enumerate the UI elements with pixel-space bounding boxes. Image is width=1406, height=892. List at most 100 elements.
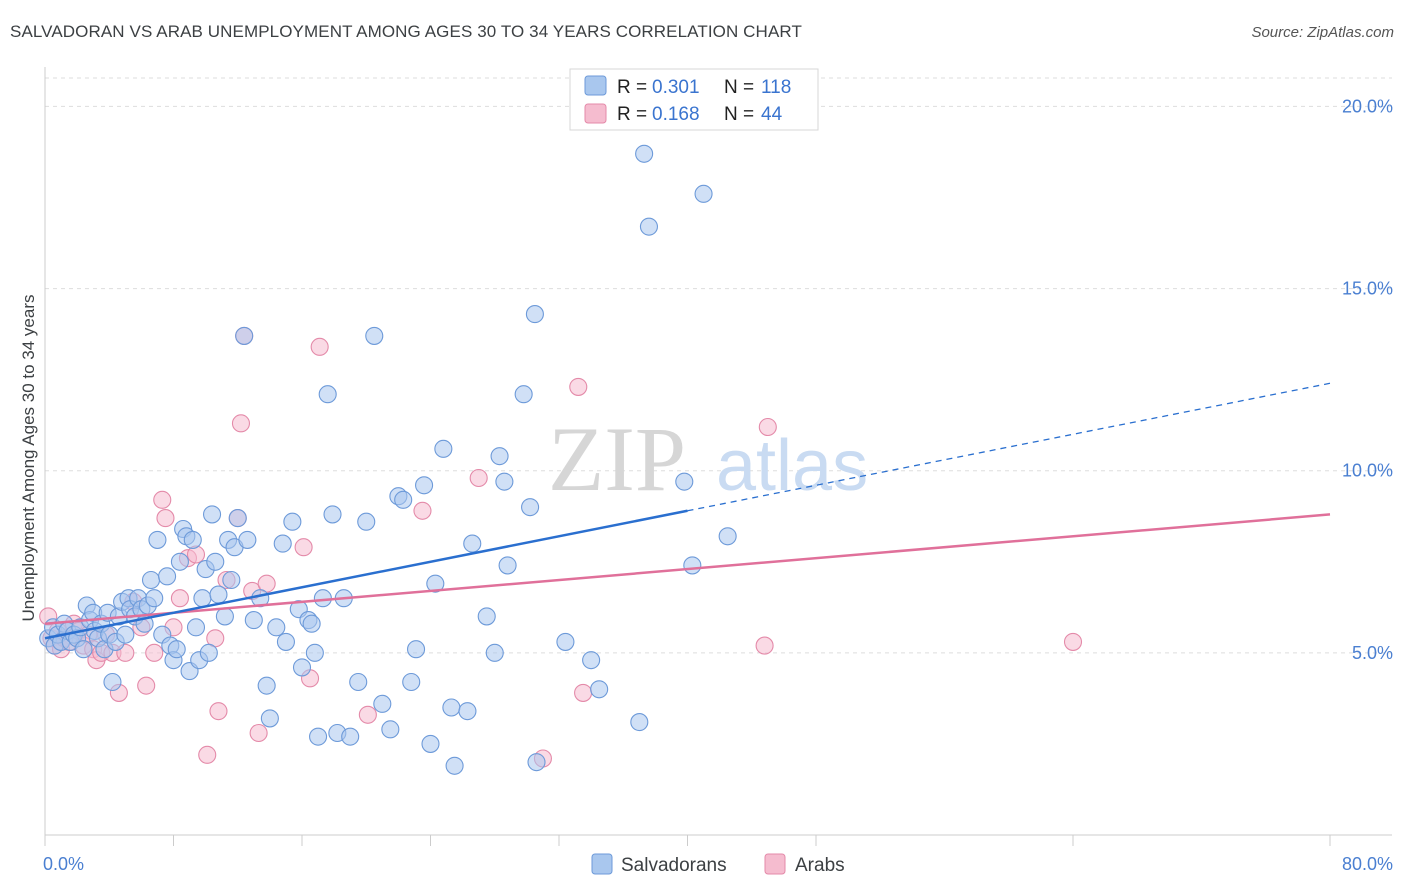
series-legend: Salvadorans Arabs	[591, 853, 845, 876]
salvadoran-point-96	[458, 702, 477, 721]
legend-r-label-1: R =	[617, 77, 647, 98]
bottom-legend-arabs: Arabs	[795, 855, 845, 876]
legend-r-value-2: 0.168	[652, 104, 700, 125]
legend-box	[569, 68, 819, 131]
salvadoran-point-35	[148, 530, 167, 549]
salvadoran-point-59	[235, 326, 254, 345]
salvadoran-point-103	[514, 385, 533, 404]
salvadoran-point-56	[222, 570, 241, 590]
correlation-legend: R = 0.301 N = 118 R = 0.168 N = 44	[569, 68, 819, 131]
salvadoran-point-53	[209, 585, 228, 604]
arab-point-41	[358, 705, 377, 724]
arab-point-49	[1063, 632, 1083, 651]
salvadoran-point-91	[421, 734, 440, 753]
salvadoran-point-87	[394, 490, 413, 509]
legend-n-value-2: 44	[761, 104, 783, 125]
bottom-swatch-arabs	[764, 853, 786, 875]
salvadoran-point-67	[276, 632, 295, 651]
salvadoran-point-115	[694, 184, 713, 203]
arab-point-36	[249, 723, 268, 743]
y-tick-label-3: 20.0%	[1342, 96, 1393, 116]
salvadoran-point-92	[426, 574, 445, 593]
bottom-swatch-salvadorans	[591, 853, 613, 875]
salvadoran-point-88	[402, 672, 421, 692]
x-tick-label-max: 80.0%	[1342, 854, 1393, 874]
salvadoran-point-98	[477, 607, 496, 626]
y-axis-label: Unemployment Among Ages 30 to 34 years	[19, 295, 38, 622]
salvadoran-point-72	[302, 614, 321, 633]
salvadoran-point-41	[170, 552, 189, 571]
salvadoran-point-25	[116, 625, 135, 644]
salvadoran-point-82	[357, 512, 376, 531]
arab-point-47	[755, 636, 774, 655]
salvadoran-point-66	[273, 534, 292, 553]
salvadoran-trend-line	[44, 509, 688, 640]
salvadoran-point-51	[203, 505, 222, 524]
salvadoran-point-76	[318, 385, 337, 404]
y-tick-label-2: 15.0%	[1342, 279, 1393, 299]
arab-point-38	[294, 538, 313, 557]
salvadoran-point-102	[498, 556, 517, 575]
salvadoran-point-75	[313, 589, 332, 608]
salvadoran-point-60	[238, 530, 257, 549]
salvadoran-point-114	[683, 556, 702, 575]
salvadoran-point-46	[186, 618, 206, 637]
salvadoran-point-106	[527, 753, 546, 772]
salvadoran-point-33	[141, 570, 161, 590]
y-tick-label-0: 5.0%	[1352, 643, 1393, 663]
salvadoran-point-80	[341, 727, 360, 746]
salvadoran-point-81	[349, 672, 368, 692]
salvadoran-point-108	[582, 651, 601, 670]
salvadoran-point-11	[74, 640, 93, 659]
legend-r-label-2: R =	[617, 104, 647, 125]
arab-point-30	[209, 702, 228, 721]
salvadoran-point-107	[556, 632, 575, 651]
salvadoran-point-52	[206, 552, 225, 571]
y-tick-label-1: 10.0%	[1342, 461, 1393, 481]
salvadoran-point-101	[495, 472, 514, 491]
salvadoran-point-99	[485, 643, 504, 662]
arab-point-25	[170, 589, 189, 608]
salvadoran-point-84	[373, 694, 392, 713]
legend-swatch-salvadorans	[584, 75, 607, 96]
arab-point-23	[156, 509, 175, 528]
salvadoran-point-109	[590, 680, 609, 699]
arab-trend-line	[44, 513, 1331, 625]
salvadoran-point-61	[244, 611, 263, 630]
salvadoran-point-34	[145, 589, 164, 608]
salvadoran-point-111	[635, 144, 654, 163]
salvadoran-point-105	[525, 305, 544, 324]
chart-title: SALVADORAN VS ARAB UNEMPLOYMENT AMONG AG…	[10, 22, 802, 41]
salvadoran-point-64	[260, 709, 279, 728]
arab-point-33	[231, 414, 251, 433]
salvadoran-point-45	[183, 530, 202, 549]
arab-point-40	[310, 337, 329, 356]
arab-point-21	[145, 643, 164, 662]
salvadoran-point-113	[675, 472, 694, 491]
arab-point-48	[758, 417, 777, 437]
zipatlas-watermark: ZIP atlas	[548, 408, 868, 510]
salvadoran-point-21	[103, 672, 122, 692]
tick-labels: 5.0% 10.0% 15.0% 20.0% 0.0% 80.0%	[43, 96, 1393, 874]
salvadoran-point-112	[639, 217, 659, 236]
salvadoran-point-83	[365, 326, 384, 345]
legend-n-value-1: 118	[761, 77, 791, 98]
watermark-atlas: atlas	[716, 426, 868, 506]
arab-point-42	[413, 501, 432, 520]
salvadoran-point-68	[283, 512, 302, 531]
salvadoran-point-50	[199, 643, 218, 662]
legend-n-label-2: N =	[724, 104, 754, 125]
salvadoran-point-77	[323, 505, 342, 524]
arab-point-22	[153, 490, 172, 509]
x-tick-label-min: 0.0%	[43, 854, 84, 874]
salvadoran-point-95	[445, 756, 464, 775]
salvadoran-point-89	[406, 640, 426, 659]
salvadoran-point-37	[158, 567, 177, 586]
salvadoran-point-93	[434, 439, 453, 458]
salvadoran-point-58	[228, 509, 247, 528]
trend-lines	[44, 382, 1331, 640]
salvadoran-point-90	[415, 476, 434, 495]
bottom-legend-salvadorans: Salvadorans	[621, 855, 727, 876]
salvadoran-point-110	[630, 713, 649, 732]
